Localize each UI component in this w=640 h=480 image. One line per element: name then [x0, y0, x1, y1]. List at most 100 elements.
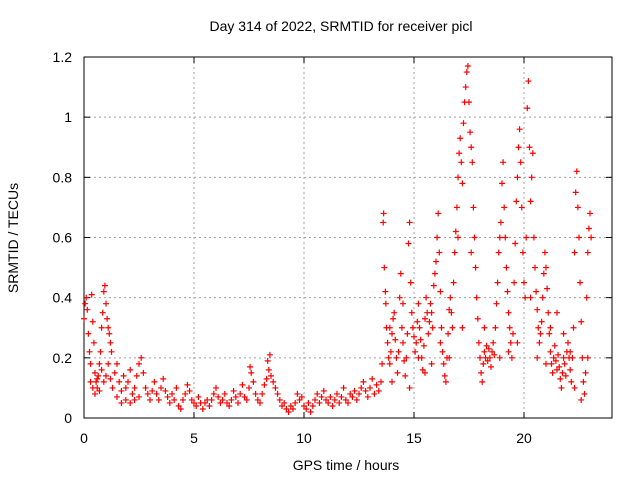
data-point: [448, 309, 455, 316]
data-point: [106, 330, 113, 337]
data-point: [396, 294, 403, 301]
data-point: [180, 396, 186, 403]
data-point: [89, 318, 96, 325]
data-point: [169, 390, 175, 397]
data-point: [237, 390, 244, 397]
data-point: [519, 249, 526, 256]
data-point: [287, 402, 294, 409]
data-point: [514, 174, 521, 181]
data-point: [429, 324, 436, 331]
data-point: [336, 399, 343, 406]
data-point: [437, 288, 444, 295]
data-point: [270, 378, 277, 385]
data-point: [469, 159, 476, 166]
data-point: [386, 324, 393, 331]
data-point: [558, 384, 565, 391]
data-point: [534, 354, 541, 361]
data-point: [241, 393, 248, 400]
data-point: [450, 279, 457, 286]
data-point: [511, 279, 518, 286]
data-point: [549, 369, 556, 376]
data-point: [380, 210, 387, 217]
data-point: [122, 384, 129, 391]
data-point: [395, 348, 402, 355]
data-point: [489, 348, 496, 355]
data-point: [578, 396, 585, 403]
data-point: [86, 348, 93, 355]
data-point: [208, 396, 215, 403]
data-point: [219, 396, 226, 403]
data-point: [389, 378, 395, 385]
data-point: [446, 306, 453, 313]
data-point: [224, 399, 230, 406]
data-point: [533, 288, 540, 295]
data-point: [103, 372, 109, 379]
data-point: [452, 228, 459, 235]
data-point: [195, 393, 202, 400]
data-point: [440, 360, 447, 367]
data-point: [407, 279, 414, 286]
data-point: [503, 264, 510, 271]
x-tick-label: 0: [80, 430, 88, 446]
data-point: [254, 396, 261, 403]
data-point: [184, 381, 191, 388]
data-point: [380, 219, 387, 226]
data-point: [582, 369, 589, 376]
y-tick-label: 0.4: [53, 290, 73, 306]
data-point: [426, 318, 433, 325]
data-point: [547, 348, 554, 355]
data-point: [325, 399, 332, 406]
y-tick-label: 0.6: [53, 230, 73, 246]
data-point: [459, 324, 466, 331]
x-tick-label: 20: [516, 430, 532, 446]
data-point: [127, 399, 134, 406]
data-point: [294, 390, 301, 397]
data-point: [453, 204, 460, 211]
data-point: [433, 258, 439, 265]
data-point: [298, 393, 305, 400]
data-point: [144, 390, 151, 397]
data-point: [492, 324, 499, 331]
data-point: [430, 282, 437, 289]
data-point: [98, 366, 105, 373]
data-point: [417, 336, 424, 343]
data-point: [108, 348, 115, 355]
data-point: [210, 390, 217, 397]
data-point: [567, 366, 574, 373]
data-point: [588, 234, 595, 241]
data-point: [479, 378, 486, 385]
data-point: [247, 363, 254, 370]
data-point: [475, 339, 482, 346]
data-point: [88, 291, 95, 298]
data-point: [312, 396, 318, 403]
data-point: [505, 348, 512, 355]
data-point: [100, 378, 107, 385]
data-point: [259, 390, 266, 397]
data-point: [517, 159, 524, 166]
data-point: [268, 372, 274, 379]
data-point: [437, 339, 444, 346]
data-point: [318, 393, 325, 400]
data-point: [459, 180, 466, 187]
data-point: [497, 219, 504, 226]
data-point: [235, 399, 241, 406]
data-point: [252, 390, 259, 397]
data-point: [460, 120, 467, 127]
data-point: [133, 372, 140, 379]
data-point: [381, 264, 388, 271]
data-point: [340, 384, 347, 391]
data-point: [131, 384, 138, 391]
data-point: [540, 270, 547, 277]
data-point: [138, 354, 145, 361]
y-tick-label: 0.8: [53, 169, 73, 185]
data-point: [435, 210, 442, 217]
data-point: [186, 387, 193, 394]
data-point: [428, 309, 435, 316]
data-point: [347, 390, 354, 397]
data-point: [530, 234, 537, 241]
data-point: [528, 174, 535, 181]
x-tick-label: 5: [190, 430, 198, 446]
data-point: [570, 324, 577, 331]
data-point: [576, 234, 582, 241]
x-tick-label: 15: [406, 430, 422, 446]
